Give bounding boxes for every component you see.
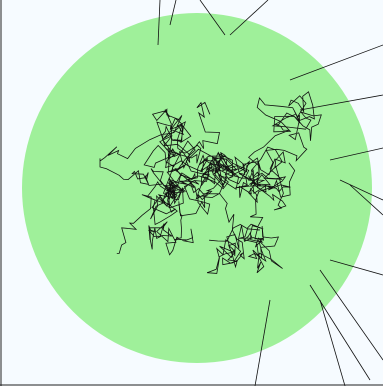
- walk-escape-line-13: [254, 299, 271, 386]
- walk-escape-line-2: [169, 0, 177, 26]
- walk-trace-4: [116, 140, 222, 256]
- target-circle: [22, 13, 372, 363]
- walk-escape-line-7: [329, 147, 383, 161]
- walk-escape-line-12: [319, 269, 383, 361]
- walk-trace-3: [206, 153, 291, 274]
- walk-escape-line-5: [289, 44, 383, 81]
- walk-escape-line-14: [319, 299, 346, 386]
- walk-escape-line-1: [157, 0, 161, 46]
- walk-trace-2: [99, 101, 220, 226]
- walk-escape-line-8: [339, 179, 383, 201]
- walk-escape-line-3: [199, 0, 226, 36]
- walk-escape-line-10: [329, 259, 383, 276]
- walk-lines: [99, 0, 383, 386]
- walk-trace-1: [171, 91, 322, 211]
- walk-escape-line-4: [229, 0, 269, 36]
- walk-escape-line-6: [299, 94, 383, 111]
- walk-escape-line-9: [349, 184, 383, 216]
